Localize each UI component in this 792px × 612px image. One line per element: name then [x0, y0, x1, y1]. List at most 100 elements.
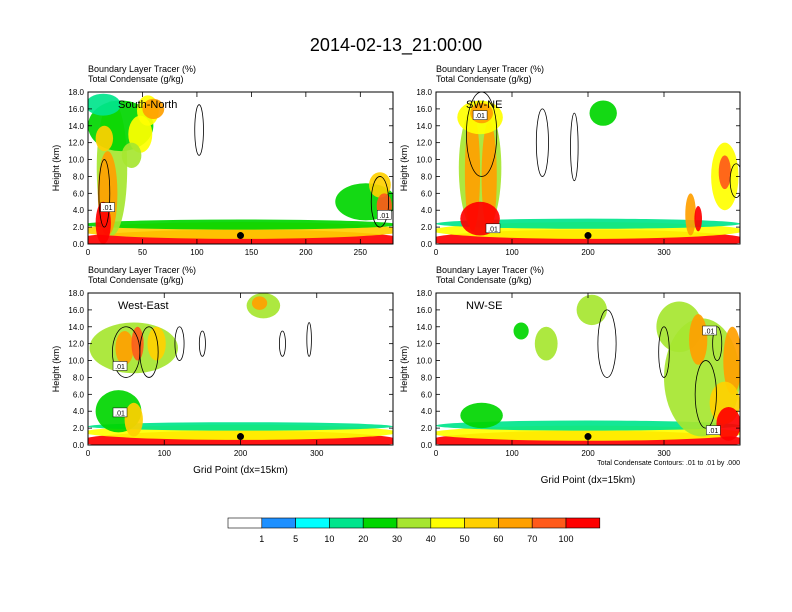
plot-frame — [87, 91, 394, 245]
colorbar-swatch — [261, 517, 296, 529]
location-marker — [237, 433, 244, 441]
condensate-contour — [370, 176, 390, 228]
condensate-contour — [139, 326, 159, 378]
y-axis-label: Height (km) — [51, 346, 61, 393]
panel-sw-ne: Boundary Layer Tracer (%)Total Condensat… — [399, 64, 741, 257]
location-marker — [584, 232, 592, 240]
tracer-cell — [147, 326, 166, 361]
x-tick-label: 200 — [581, 248, 595, 257]
y-tick-label: 14.0 — [68, 323, 84, 332]
condensate-contour — [306, 322, 312, 357]
x-tick-label: 200 — [299, 248, 313, 257]
panel-subtitle: Total Condensate (g/kg) — [436, 275, 532, 285]
y-tick-label: 12.0 — [416, 139, 432, 148]
tracer-cell — [576, 294, 607, 326]
condensate-contour — [570, 112, 579, 182]
colorbar-swatch — [498, 517, 533, 529]
x-tick-label: 300 — [657, 449, 671, 458]
y-tick-label: 8.0 — [421, 172, 433, 181]
y-axis-label: Height (km) — [51, 145, 61, 192]
x-tick-label: 0 — [86, 449, 91, 458]
tracer-cell — [436, 218, 740, 229]
y-axis-label: Height (km) — [399, 145, 409, 192]
tracer-field: .01 .01 — [436, 92, 740, 244]
contour-label: .01 — [115, 364, 125, 371]
x-tick-label: 50 — [138, 248, 147, 257]
tracer-cell — [95, 125, 114, 152]
figure-title: 2014-02-13_21:00:00 — [310, 35, 482, 56]
condensate-contour — [712, 326, 723, 361]
y-tick-label: 10.0 — [416, 156, 432, 165]
tracer-cell — [534, 326, 558, 361]
colorbar-label: 50 — [460, 534, 470, 544]
colorbar-label: 40 — [426, 534, 436, 544]
y-tick-label: 14.0 — [416, 122, 432, 131]
condensate-contour — [278, 330, 286, 357]
y-tick-label: 2.0 — [421, 424, 433, 433]
y-tick-label: 2.0 — [73, 223, 85, 232]
tracer-cell — [723, 326, 740, 395]
panel-nw-se: Boundary Layer Tracer (%)Total Condensat… — [399, 265, 741, 486]
y-tick-label: 16.0 — [68, 306, 84, 315]
y-tick-label: 2.0 — [421, 223, 433, 232]
y-tick-label: 18.0 — [68, 88, 84, 97]
colorbar-label: 70 — [527, 534, 537, 544]
y-tick-label: 18.0 — [416, 88, 432, 97]
panel-south-north: Boundary Layer Tracer (%)Total Condensat… — [51, 64, 394, 257]
contour-label-box — [702, 325, 717, 336]
colorbar-swatch — [227, 517, 263, 529]
condensate-contour — [535, 108, 549, 177]
y-tick-label: 0.0 — [73, 441, 85, 450]
y-tick-label: 0.0 — [421, 240, 433, 249]
y-tick-label: 2.0 — [73, 424, 85, 433]
tracer-cell — [718, 155, 731, 190]
x-tick-label: 100 — [505, 248, 519, 257]
y-tick-label: 10.0 — [416, 357, 432, 366]
contour-label: .01 — [709, 428, 719, 435]
y-tick-label: 16.0 — [416, 306, 432, 315]
colorbar-swatch — [464, 517, 499, 529]
panel-subtitle: Total Condensate (g/kg) — [88, 275, 184, 285]
x-tick-label: 0 — [434, 248, 439, 257]
condensate-contour — [658, 326, 670, 378]
y-tick-label: 12.0 — [68, 139, 84, 148]
tracer-cell — [513, 322, 529, 340]
contour-label-box — [100, 202, 115, 212]
contour-label: .01 — [103, 205, 113, 212]
y-tick-label: 6.0 — [421, 189, 433, 198]
colorbar-swatch — [396, 517, 432, 529]
contour-label-box — [377, 210, 392, 220]
y-tick-label: 16.0 — [416, 105, 432, 114]
tracer-cell — [88, 93, 121, 116]
tracer-cell — [88, 422, 393, 431]
y-tick-label: 12.0 — [68, 340, 84, 349]
condensate-contour — [198, 330, 206, 357]
x-tick-label: 100 — [505, 449, 519, 458]
contour-label-box — [112, 361, 128, 371]
colorbar-swatch — [362, 517, 398, 529]
panel-subtitle: Boundary Layer Tracer (%) — [88, 64, 196, 74]
panel-west-east: Boundary Layer Tracer (%)Total Condensat… — [51, 265, 394, 476]
tracer-cell — [436, 420, 740, 431]
panel-label: SW-NE — [466, 99, 502, 111]
tracer-field: .01 .01 — [88, 93, 393, 244]
y-tick-label: 18.0 — [416, 289, 432, 298]
condensate-contour — [729, 163, 740, 198]
tracer-cell — [131, 326, 144, 361]
y-tick-label: 0.0 — [73, 240, 85, 249]
condensate-contour — [694, 360, 717, 429]
x-tick-label: 200 — [581, 449, 595, 458]
x-axis-label: Grid Point (dx=15km) — [541, 475, 636, 486]
contour-label: .01 — [705, 329, 715, 336]
panel-subtitle: Total Condensate (g/kg) — [436, 74, 532, 84]
location-marker — [237, 232, 244, 240]
colorbar-swatch — [329, 517, 364, 529]
contour-label-box — [706, 425, 721, 435]
tracer-cell — [685, 193, 696, 236]
contour-label: .01 — [115, 410, 125, 417]
contour-label: .01 — [379, 213, 389, 220]
tracer-cell — [464, 113, 481, 232]
x-tick-label: 250 — [354, 248, 368, 257]
panel-subtitle: Boundary Layer Tracer (%) — [436, 265, 544, 275]
tracer-cell — [716, 407, 740, 441]
